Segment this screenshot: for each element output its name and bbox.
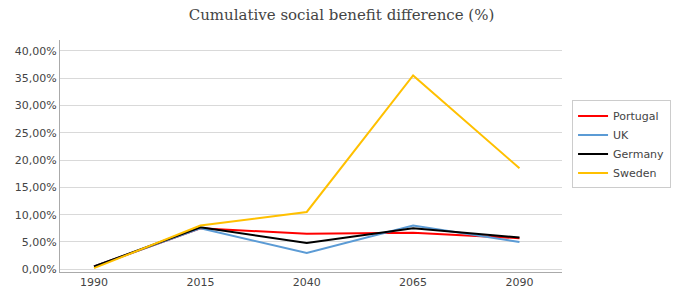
svg-text:1990: 1990 <box>80 276 108 289</box>
svg-text:2090: 2090 <box>505 276 533 289</box>
svg-text:40,00%: 40,00% <box>15 45 57 58</box>
svg-text:Sweden: Sweden <box>613 167 656 180</box>
svg-text:Portugal: Portugal <box>613 110 659 123</box>
svg-text:2015: 2015 <box>186 276 214 289</box>
svg-text:20,00%: 20,00% <box>15 154 57 167</box>
svg-text:10,00%: 10,00% <box>15 209 57 222</box>
svg-text:25,00%: 25,00% <box>15 127 57 140</box>
svg-text:Germany: Germany <box>613 148 664 161</box>
svg-text:0,00%: 0,00% <box>22 263 57 276</box>
svg-text:2065: 2065 <box>399 276 427 289</box>
svg-text:15,00%: 15,00% <box>15 181 57 194</box>
svg-text:5,00%: 5,00% <box>22 236 57 249</box>
svg-text:35,00%: 35,00% <box>15 72 57 85</box>
svg-text:Cumulative social benefit diff: Cumulative social benefit difference (%) <box>189 6 495 24</box>
svg-text:30,00%: 30,00% <box>15 99 57 112</box>
svg-text:2040: 2040 <box>293 276 321 289</box>
svg-text:UK: UK <box>613 129 629 142</box>
